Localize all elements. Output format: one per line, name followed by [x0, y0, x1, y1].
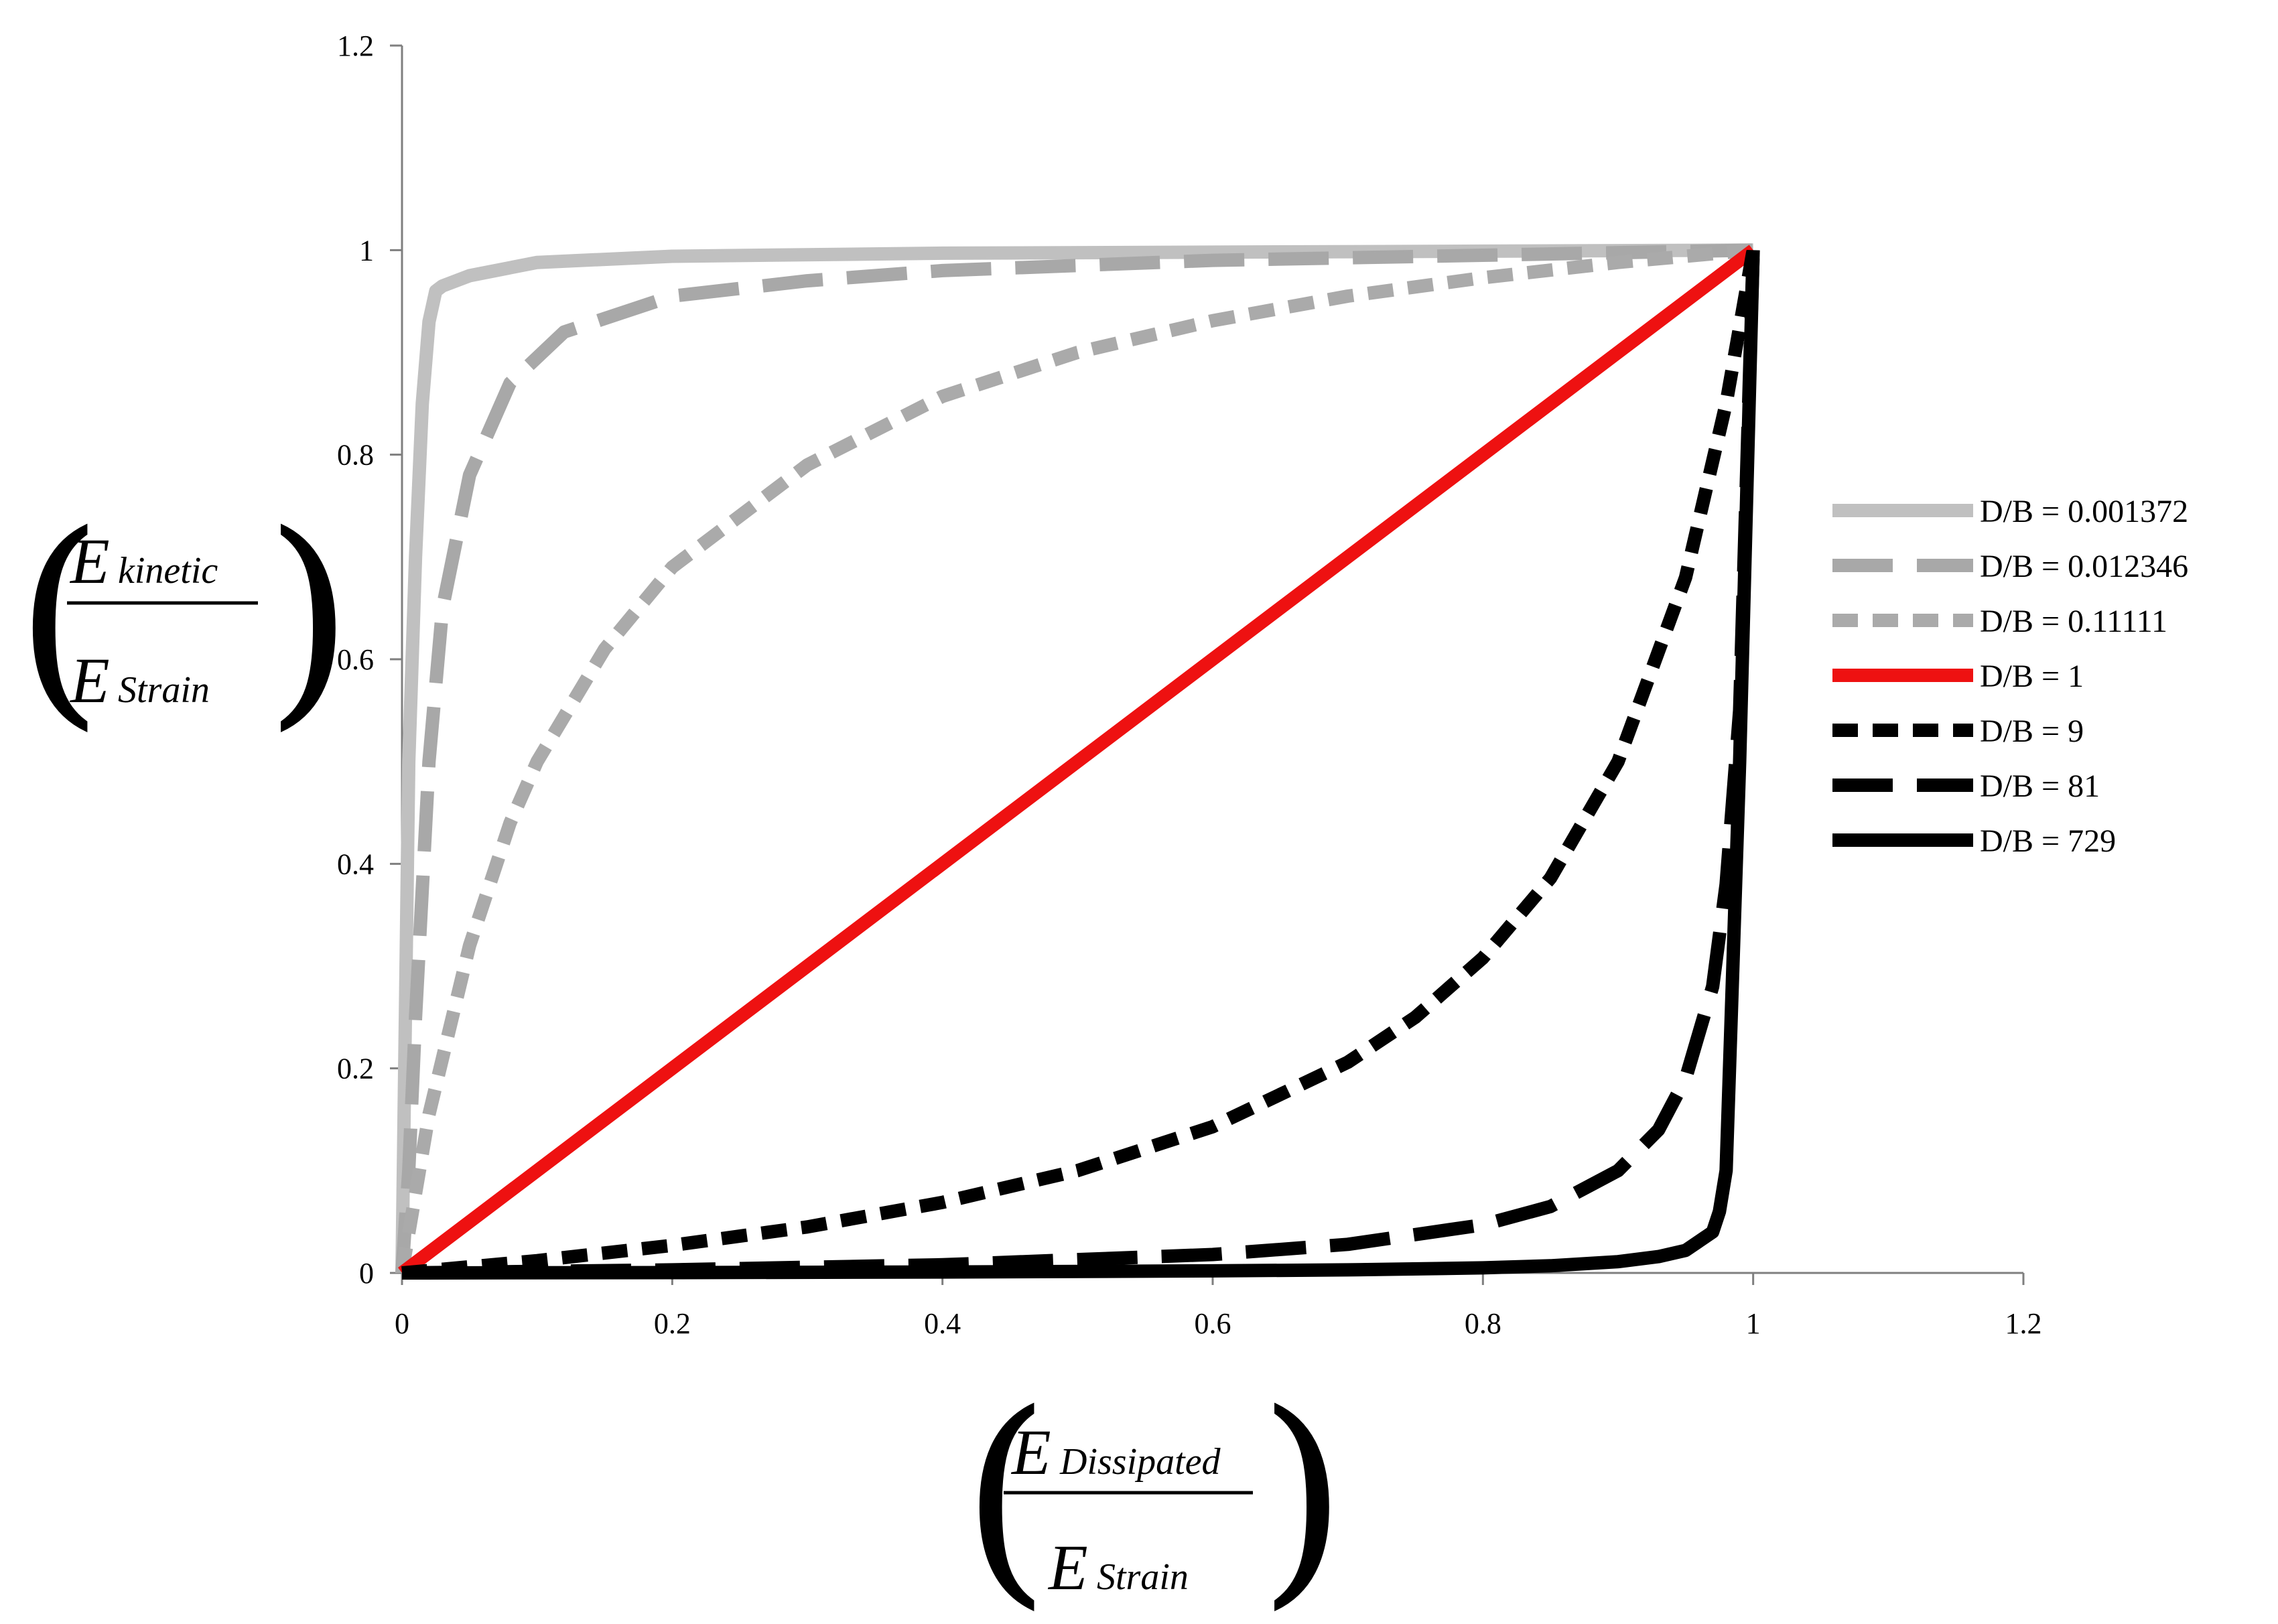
- x-label-denominator: E: [1047, 1532, 1088, 1603]
- x-tick-label: 0: [395, 1307, 409, 1340]
- x-tick-label: 0.2: [654, 1307, 691, 1340]
- y-tick-label: 0.8: [337, 439, 374, 472]
- y-tick-label: 0: [359, 1257, 374, 1290]
- series-line-7: [401, 250, 1760, 1280]
- y-tick-label: 1: [359, 234, 374, 267]
- legend-label-1: D/B = 0.001372: [1980, 494, 2188, 529]
- x-label-denominator-sub: Strain: [1097, 1556, 1189, 1598]
- x-label-right-paren: ): [1258, 1365, 1347, 1624]
- tick-labels: 0 0.2 0.4 0.6 0.8 1 1.2 0 0.2 0.4 0.6 0.8 1 1.2: [337, 29, 2042, 1340]
- x-tick-label: 0.8: [1465, 1307, 1501, 1340]
- series-line-6: [401, 250, 1760, 1280]
- series-line-5: [401, 249, 1760, 1280]
- legend-label-4: D/B = 1: [1980, 659, 2084, 694]
- x-tick-label: 1: [1746, 1307, 1761, 1340]
- legend-label-5: D/B = 9: [1980, 714, 2084, 749]
- y-tick-label: 0.4: [337, 848, 374, 880]
- y-label-left-paren: (: [15, 486, 104, 751]
- x-label-numerator: E: [1010, 1416, 1051, 1488]
- y-label-denominator-sub: Strain: [118, 669, 210, 711]
- y-tick-label: 0.2: [337, 1053, 374, 1085]
- y-label-denominator: E: [69, 645, 110, 716]
- legend-label-3: D/B = 0.11111: [1980, 604, 2167, 639]
- legend-label-6: D/B = 81: [1980, 768, 2100, 804]
- series-line-3: [395, 243, 1754, 1274]
- series-lines: [395, 243, 1760, 1280]
- y-label-numerator-sub: kinetic: [118, 550, 218, 592]
- y-axis-label: ( E kinetic E Strain ): [15, 486, 354, 751]
- y-tick-label: 1.2: [337, 29, 374, 62]
- series-line-2: [395, 243, 1753, 1274]
- legend: D/B = 0.001372 D/B = 0.012346 D/B = 0.1111…: [1832, 494, 2188, 859]
- y-label-numerator: E: [69, 525, 110, 597]
- legend-label-2: D/B = 0.012346: [1980, 549, 2188, 584]
- y-tick-label: 0.6: [337, 643, 374, 676]
- x-tick-label: 0.6: [1195, 1307, 1231, 1340]
- series-line-1: [395, 243, 1753, 1274]
- x-tick-label: 0.4: [924, 1307, 961, 1340]
- series-line-4: [397, 245, 1757, 1278]
- x-label-numerator-sub: Dissipated: [1059, 1441, 1221, 1483]
- x-axis-label: ( E Dissipated E Strain ): [961, 1365, 1347, 1624]
- x-tick-label: 1.2: [2005, 1307, 2042, 1340]
- legend-label-7: D/B = 729: [1980, 823, 2116, 859]
- y-label-right-paren: ): [265, 486, 354, 751]
